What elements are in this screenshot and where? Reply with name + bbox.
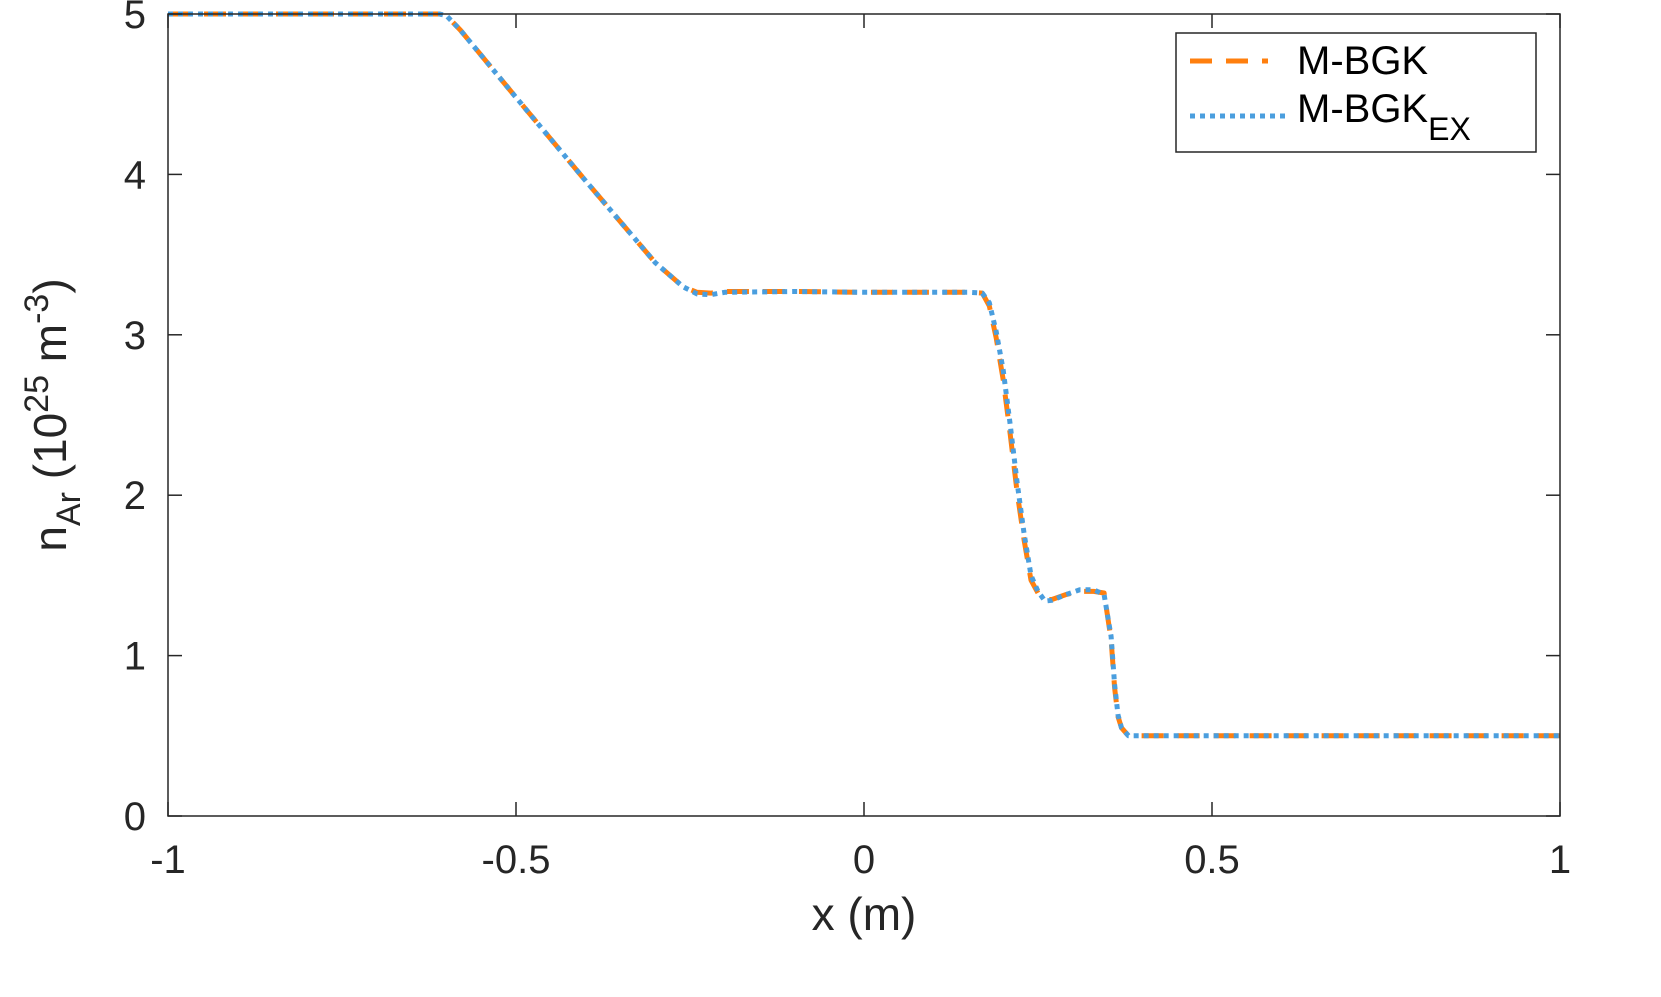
y-axis-title-unit-close: ) xyxy=(24,278,76,293)
y-axis-ticks: 0 1 2 3 4 5 xyxy=(124,0,1560,839)
x-tick-label: 0 xyxy=(853,838,875,882)
y-axis-title-exponent-2: -3 xyxy=(18,294,56,324)
y-axis-title-subscript: Ar xyxy=(50,492,88,526)
x-tick-label: 0.5 xyxy=(1184,838,1240,882)
x-tick-label: 1 xyxy=(1549,838,1571,882)
legend-label-m-bgk: M-BGK xyxy=(1297,39,1428,83)
y-axis-title-base: n xyxy=(24,526,76,552)
y-tick-label: 1 xyxy=(124,635,146,679)
y-tick-label: 5 xyxy=(124,0,146,37)
legend: M-BGK M-BGKEX xyxy=(1175,32,1537,153)
y-axis-title: nAr (1025 m-3) xyxy=(18,278,88,551)
legend-label-m-bgk-ex-base: M-BGK xyxy=(1297,87,1428,131)
y-tick-label: 2 xyxy=(124,474,146,518)
legend-box xyxy=(1175,32,1537,153)
y-axis-title-exponent-1: 25 xyxy=(18,375,56,413)
y-tick-label: 3 xyxy=(124,314,146,358)
y-axis-title-unit-open: (10 xyxy=(24,413,76,492)
x-axis-title: x (m) xyxy=(812,888,917,940)
y-tick-label: 4 xyxy=(124,153,146,197)
x-axis-ticks: -1 -0.5 0 0.5 1 xyxy=(150,14,1571,882)
x-tick-label: -1 xyxy=(150,838,186,882)
legend-label-m-bgk-ex: M-BGKEX xyxy=(1297,87,1471,147)
y-axis-title-unit-mid: m xyxy=(24,324,76,375)
y-tick-label: 0 xyxy=(124,795,146,839)
legend-label-m-bgk-ex-subscript: EX xyxy=(1428,111,1471,147)
x-tick-label: -0.5 xyxy=(482,838,551,882)
series-layer xyxy=(168,11,1560,739)
series-line-m-bgk xyxy=(168,11,1560,739)
